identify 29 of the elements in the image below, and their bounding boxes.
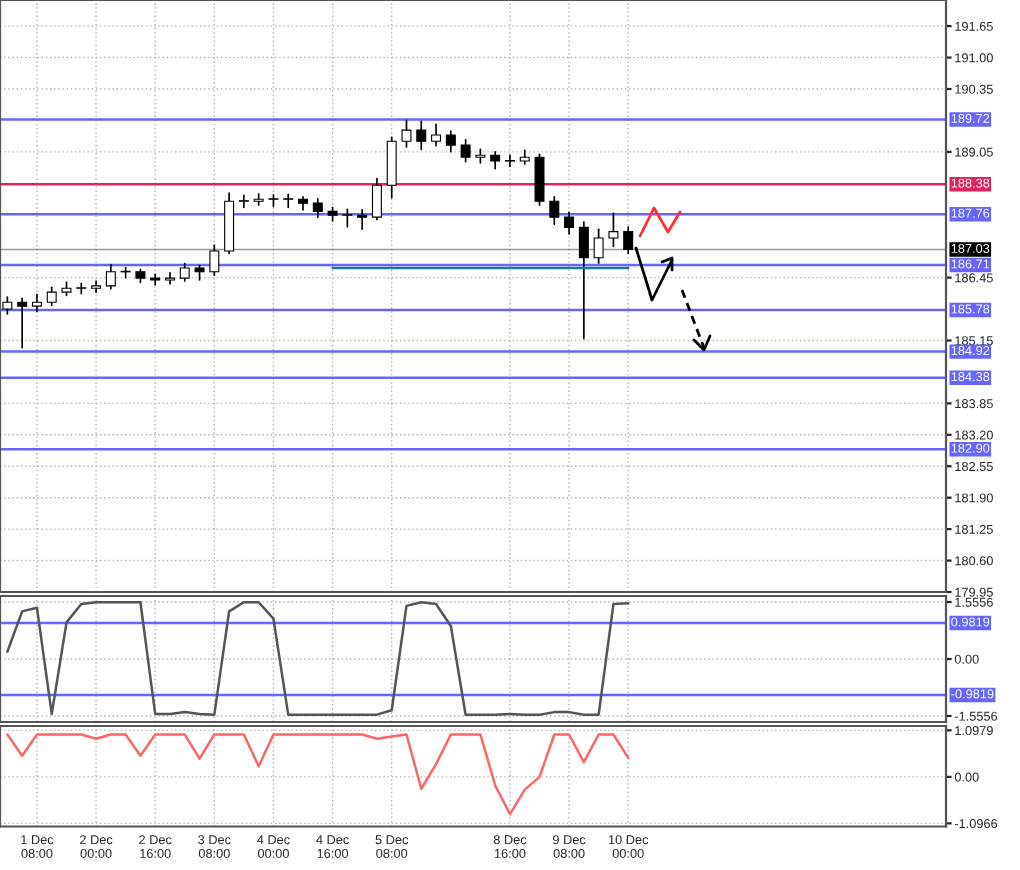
candlestick bbox=[578, 221, 589, 340]
candlestick bbox=[76, 282, 87, 295]
candlestick bbox=[91, 280, 102, 293]
candlestick bbox=[445, 130, 456, 153]
candlestick bbox=[608, 212, 619, 248]
candlestick bbox=[549, 196, 560, 226]
line-series bbox=[6, 733, 630, 816]
candlestick bbox=[401, 119, 412, 148]
candlestick bbox=[164, 271, 175, 285]
candlestick bbox=[564, 211, 575, 235]
candlestick bbox=[283, 193, 294, 209]
candlestick bbox=[386, 136, 397, 199]
candlestick bbox=[253, 193, 264, 206]
candlestick bbox=[504, 154, 515, 168]
candlestick bbox=[416, 120, 427, 151]
candlestick bbox=[105, 263, 116, 290]
candlestick bbox=[238, 194, 249, 209]
candlestick bbox=[431, 123, 442, 147]
candlestick bbox=[534, 153, 545, 206]
candlestick bbox=[357, 209, 368, 231]
candlestick bbox=[31, 293, 42, 313]
candlestick bbox=[17, 297, 28, 349]
candlestick bbox=[298, 196, 309, 211]
candlestick bbox=[312, 197, 323, 218]
line-series bbox=[6, 600, 630, 716]
candlestick bbox=[460, 138, 471, 163]
candlestick bbox=[593, 228, 604, 264]
candlestick bbox=[209, 244, 220, 277]
candlestick bbox=[371, 177, 382, 221]
